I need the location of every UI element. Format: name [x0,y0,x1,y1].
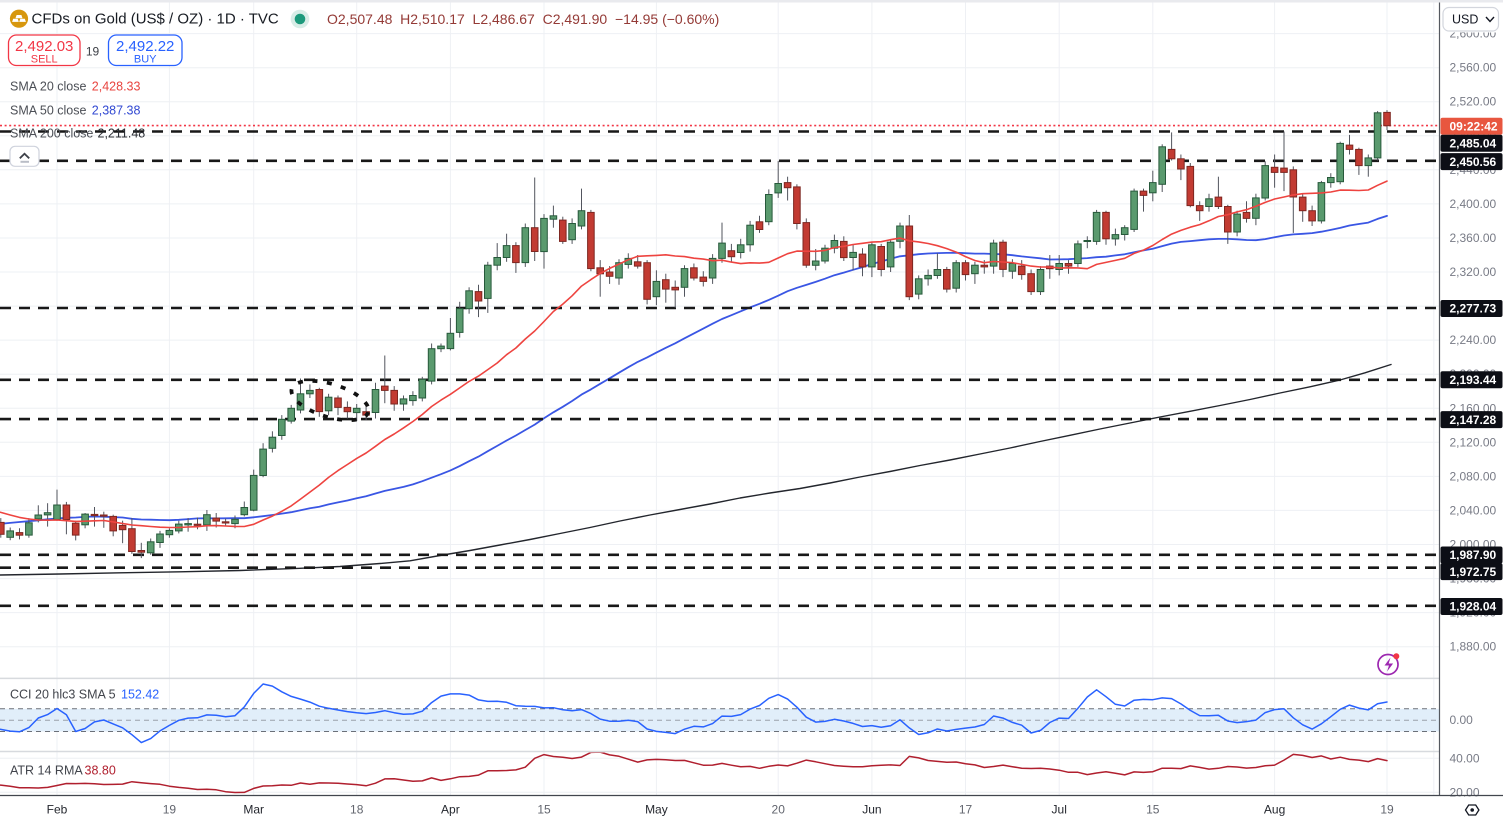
svg-text:2,485.04: 2,485.04 [1450,137,1497,151]
svg-text:2,277.73: 2,277.73 [1450,302,1497,316]
svg-text:2,211.48: 2,211.48 [98,127,146,141]
svg-text:2,520.00: 2,520.00 [1450,95,1497,109]
svg-text:19: 19 [1380,803,1394,817]
svg-text:1,928.04: 1,928.04 [1450,600,1497,614]
svg-text:0.00: 0.00 [1450,713,1474,727]
svg-text:ATR 14 RMA: ATR 14 RMA [10,764,83,778]
svg-text:2,492.03: 2,492.03 [15,38,73,55]
svg-text:2,040.00: 2,040.00 [1450,503,1497,517]
svg-text:1,972.75: 1,972.75 [1450,565,1497,579]
svg-text:Apr: Apr [441,803,460,817]
svg-text:Jun: Jun [862,803,881,817]
svg-text:2,240.00: 2,240.00 [1450,333,1497,347]
svg-text:CFDs on Gold (US$ / OZ) · 1D ·: CFDs on Gold (US$ / OZ) · 1D · TVC [32,11,279,28]
svg-text:2,400.00: 2,400.00 [1450,197,1497,211]
svg-text:2,120.00: 2,120.00 [1450,435,1497,449]
svg-text:BUY: BUY [134,54,157,66]
svg-text:20: 20 [772,803,786,817]
svg-text:09:22:42: 09:22:42 [1450,119,1498,133]
svg-text:SMA 200 close: SMA 200 close [10,127,93,141]
svg-text:38.80: 38.80 [85,764,116,778]
svg-text:2,560.00: 2,560.00 [1450,61,1497,75]
svg-text:SMA 50 close: SMA 50 close [10,103,86,117]
svg-text:17: 17 [959,803,973,817]
svg-text:15: 15 [537,803,551,817]
svg-text:2,387.38: 2,387.38 [92,103,141,117]
svg-text:2,360.00: 2,360.00 [1450,231,1497,245]
svg-text:18: 18 [350,803,364,817]
svg-text:19: 19 [163,803,177,817]
svg-text:Aug: Aug [1264,803,1285,817]
svg-text:152.42: 152.42 [121,688,159,702]
svg-text:USD: USD [1452,13,1478,27]
svg-text:2,193.44: 2,193.44 [1450,373,1497,387]
svg-text:O2,507.48 H2,510.17 L2,486.6: O2,507.48 H2,510.17 L2,486.67 C2,491.90 … [327,11,719,27]
svg-text:May: May [645,803,668,817]
svg-text:1,880.00: 1,880.00 [1450,640,1497,654]
svg-text:20.00: 20.00 [1450,785,1480,799]
svg-text:1,987.90: 1,987.90 [1450,548,1497,562]
svg-text:2,147.28: 2,147.28 [1450,413,1497,427]
svg-text:2,080.00: 2,080.00 [1450,469,1497,483]
svg-text:15: 15 [1146,803,1160,817]
svg-text:2,450.56: 2,450.56 [1450,155,1497,169]
svg-text:2,320.00: 2,320.00 [1450,265,1497,279]
svg-text:Feb: Feb [47,803,68,817]
svg-text:2,492.22: 2,492.22 [116,38,174,55]
svg-text:Jul: Jul [1052,803,1067,817]
svg-text:40.00: 40.00 [1450,751,1480,765]
svg-text:2,428.33: 2,428.33 [92,80,141,94]
svg-text:SMA 20 close: SMA 20 close [10,80,86,94]
svg-text:CCI 20 hlc3 SMA 5: CCI 20 hlc3 SMA 5 [10,688,116,702]
svg-text:19: 19 [86,45,100,59]
svg-text:SELL: SELL [31,54,58,66]
svg-text:Mar: Mar [243,803,264,817]
